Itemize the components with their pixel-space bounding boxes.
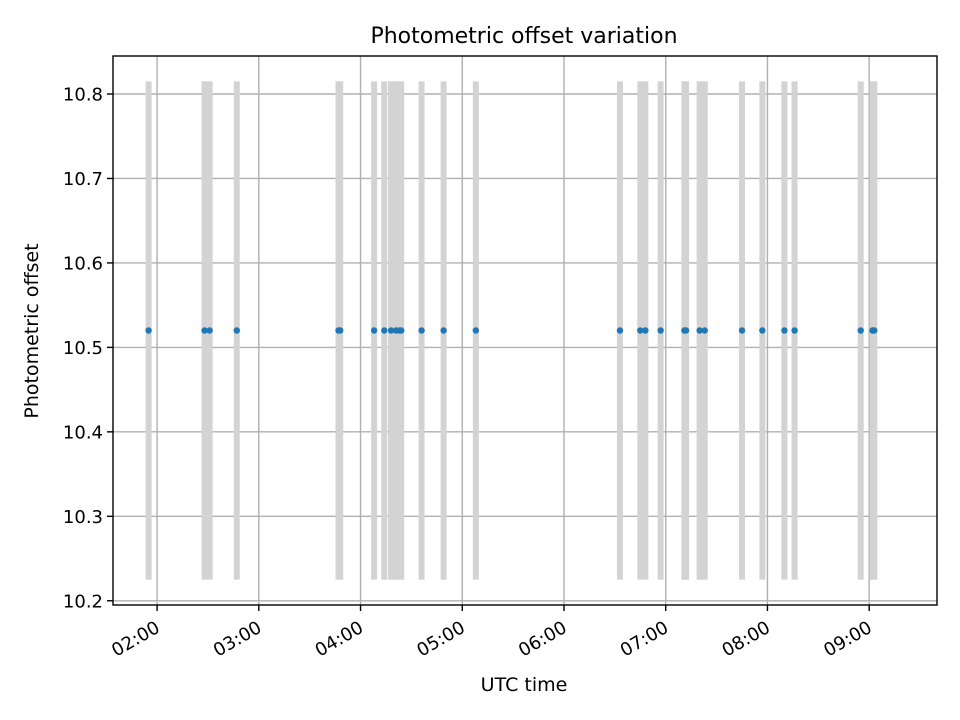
y-tick-label: 10.5	[63, 338, 103, 359]
data-point	[336, 327, 344, 334]
x-axis-label: UTC time	[481, 674, 568, 696]
axis-ticks: 02:00 03:00 04:00 05:00 06:00 07:00 08:00 09:00…	[63, 85, 876, 662]
data-point	[642, 327, 649, 334]
data-points	[145, 327, 878, 334]
data-point	[781, 327, 788, 334]
data-point	[387, 327, 395, 334]
data-point	[233, 327, 240, 334]
x-tick-label: 06:00	[515, 617, 570, 661]
data-point	[871, 327, 878, 334]
x-tick-label: 03:00	[210, 617, 265, 661]
grid	[113, 56, 937, 605]
data-point	[370, 327, 378, 334]
data-point	[206, 327, 213, 334]
data-point	[738, 327, 746, 334]
data-point	[440, 327, 447, 334]
x-tick-label: 09:00	[820, 617, 875, 661]
data-point	[398, 327, 405, 334]
chart-title: Photometric offset variation	[370, 24, 677, 49]
plot-frame	[112, 55, 938, 606]
data-point	[857, 327, 864, 334]
x-tick-label: 02:00	[108, 617, 163, 661]
x-tick-label: 05:00	[413, 617, 468, 661]
data-point	[637, 327, 644, 334]
data-point	[616, 327, 624, 334]
data-point	[201, 327, 208, 334]
x-tick-label: 07:00	[617, 617, 672, 661]
y-tick-label: 10.3	[63, 507, 103, 528]
data-point	[701, 327, 708, 334]
data-point	[682, 327, 690, 334]
x-tick-label: 04:00	[312, 617, 367, 661]
x-tick-label: 08:00	[719, 617, 774, 661]
data-point	[759, 327, 766, 334]
y-tick-label: 10.2	[63, 591, 103, 612]
data-point	[696, 327, 703, 334]
data-point	[145, 327, 152, 334]
data-point	[381, 327, 388, 334]
y-tick-label: 10.8	[63, 85, 103, 106]
data-point	[472, 327, 480, 334]
data-point	[418, 327, 425, 334]
y-tick-label: 10.4	[63, 422, 103, 443]
y-tick-label: 10.7	[63, 169, 103, 190]
y-tick-label: 10.6	[63, 253, 103, 274]
data-point	[657, 327, 664, 334]
data-point	[791, 327, 798, 334]
y-axis-label: Photometric offset	[21, 243, 43, 418]
